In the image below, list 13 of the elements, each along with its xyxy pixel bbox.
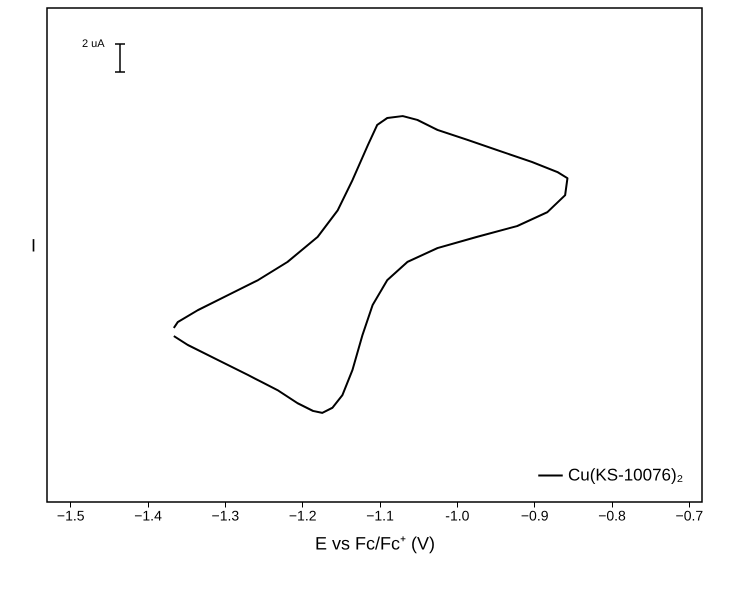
text: 2 uA — [82, 38, 105, 50]
x-tick-label: −1.2 — [288, 508, 317, 524]
x-tick-label: −0.7 — [676, 508, 704, 524]
x-tick-label: -1.0 — [445, 508, 470, 524]
x-tick-label: −1.5 — [56, 508, 85, 524]
legend-label: Cu(KS-10076)₂ — [568, 466, 684, 484]
x-tick-label: −0.9 — [520, 508, 549, 524]
x-axis-title: E vs Fc/Fc⁺ (V) — [315, 534, 435, 554]
x-tick-label: −0.8 — [598, 508, 626, 524]
x-tick-label: −1.1 — [366, 508, 394, 524]
x-tick-label: −1.4 — [134, 508, 162, 524]
x-tick-label: −1.3 — [212, 508, 240, 524]
y-axis-title: I — [30, 236, 36, 256]
